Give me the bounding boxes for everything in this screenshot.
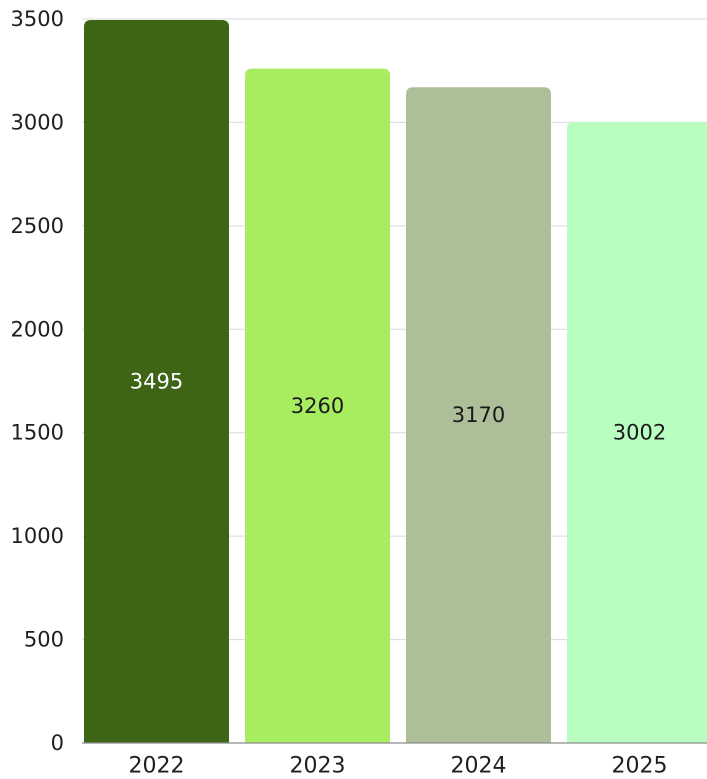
y-tick-label: 2500: [11, 214, 64, 238]
bar-2024: [406, 87, 551, 743]
data-labels: 3495 3260 3170 3002: [130, 370, 666, 445]
x-tick-label: 2022: [129, 754, 185, 776]
y-tick-label: 1500: [11, 421, 64, 445]
y-tick-label: 500: [24, 628, 64, 652]
axes: 0 500 1000 1500 2000 2500 3000 3500 2022 2023 2024…: [11, 7, 707, 779]
bar-2025: [567, 122, 707, 743]
x-tick-label: 2023: [290, 754, 346, 776]
data-label-2024: 3170: [452, 403, 505, 427]
x-tick-label: 2024: [451, 754, 507, 776]
bars: [84, 20, 707, 744]
y-tick-label: 1000: [11, 524, 64, 548]
data-label-2023: 3260: [291, 394, 344, 418]
data-label-2022: 3495: [130, 370, 183, 394]
y-tick-label: 3500: [11, 7, 64, 31]
bar-2023: [245, 68, 390, 744]
y-tick-label: 0: [51, 731, 64, 755]
data-label-2025: 3002: [613, 421, 666, 445]
y-tick-label: 3000: [11, 110, 64, 134]
y-tick-label: 2000: [11, 317, 64, 341]
x-tick-label: 2025: [612, 754, 668, 776]
bar-2022: [84, 20, 229, 743]
